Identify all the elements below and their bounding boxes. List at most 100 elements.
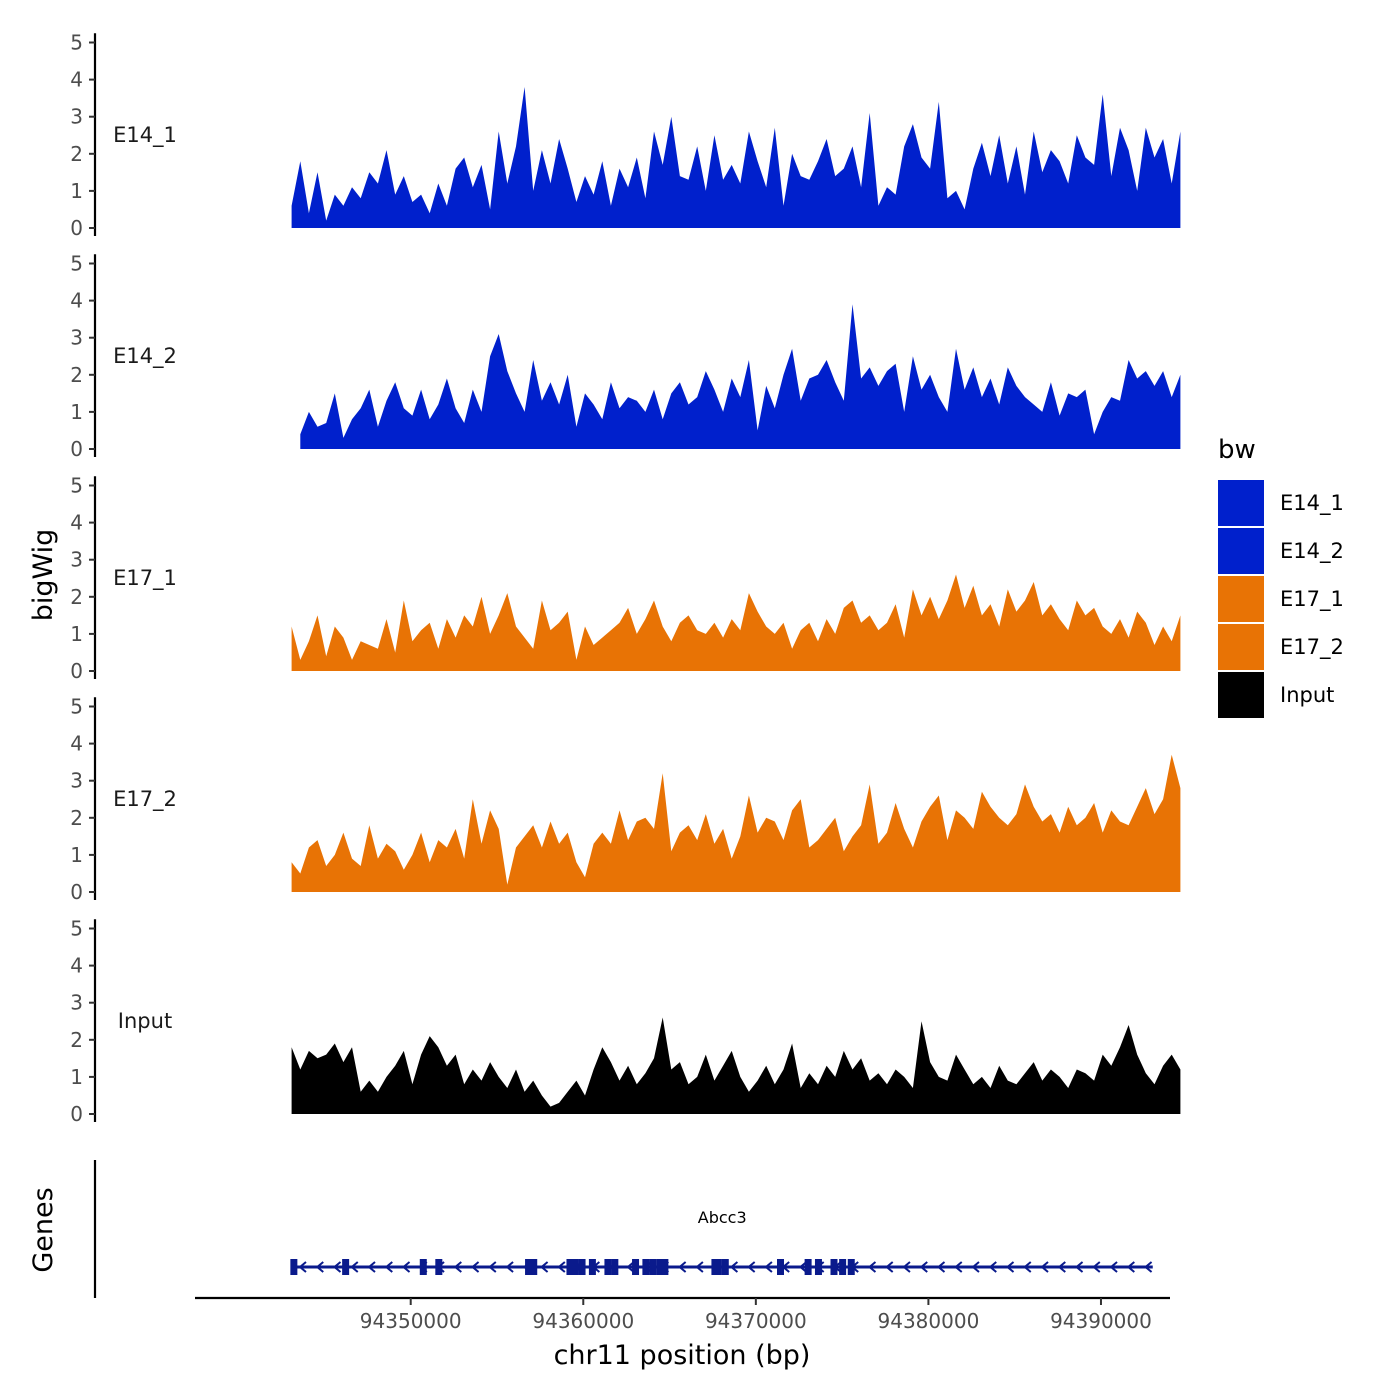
y-tick-label: 1: [70, 843, 83, 867]
strand-arrow: [384, 1261, 393, 1273]
exon: [419, 1259, 427, 1275]
strand-arrow: [1092, 1261, 1101, 1273]
x-tick-label: 94380000: [878, 1309, 980, 1333]
exon: [435, 1259, 443, 1275]
y-tick-label: 2: [70, 585, 83, 609]
strand-arrow: [902, 1261, 911, 1273]
y-tick-label: 3: [70, 548, 83, 572]
strand-arrow: [350, 1261, 359, 1273]
exon: [525, 1259, 533, 1275]
strand-arrow: [1109, 1261, 1118, 1273]
x-tick-label: 94370000: [705, 1309, 807, 1333]
exon: [611, 1259, 619, 1275]
strand-arrow: [505, 1261, 514, 1273]
area-input: [291, 1017, 1181, 1114]
y-tick-label: 3: [70, 105, 83, 129]
strand-arrow: [401, 1261, 411, 1273]
strand-arrow: [798, 1261, 808, 1273]
y-tick-label: 0: [70, 880, 83, 904]
exon: [588, 1259, 596, 1275]
bigwig-tracks: 0 1 2 3 4 5 E14_1 0 1 2 3 4 5 E14_2 0 1 2 3 4 5 E17_1 0 1 2 3 4 5 E…: [70, 31, 1181, 1126]
y-tick-label: 4: [70, 954, 83, 978]
y-tick-label: 3: [70, 769, 83, 793]
y-tick-label: 5: [70, 917, 83, 941]
strand-arrow: [1023, 1261, 1032, 1273]
strand-arrow: [919, 1261, 928, 1273]
gene-track: Abcc3: [93, 1160, 1153, 1298]
legend-swatch-e17_2: [1218, 624, 1264, 670]
y-tick-label: 3: [70, 326, 83, 350]
y-tick-label: 3: [70, 991, 83, 1015]
strand-arrow: [332, 1261, 342, 1273]
exon: [814, 1259, 822, 1275]
legend-label: E14_2: [1280, 539, 1344, 564]
exon: [804, 1259, 812, 1275]
y-tick-label: 5: [70, 252, 83, 276]
strand-arrow: [747, 1261, 756, 1273]
y-tick-label: 5: [70, 31, 83, 55]
y-tick-label: 1: [70, 622, 83, 646]
y-tick-label: 0: [70, 659, 83, 683]
strand-arrow: [678, 1261, 687, 1273]
strand-arrow: [315, 1261, 324, 1273]
exon: [571, 1259, 579, 1275]
exon: [661, 1259, 669, 1275]
x-tick-label: 94360000: [532, 1309, 634, 1333]
y-tick-label: 0: [70, 1102, 83, 1126]
track-e14_2: 0 1 2 3 4 5 E14_2: [70, 252, 1181, 461]
strand-arrow: [557, 1261, 566, 1273]
y-tick-label: 4: [70, 289, 83, 313]
track-label: E14_1: [113, 123, 177, 148]
exon: [656, 1259, 664, 1275]
exon: [839, 1259, 847, 1275]
y-tick-label: 2: [70, 1028, 83, 1052]
exon: [642, 1259, 650, 1275]
strand-arrow: [298, 1261, 307, 1273]
track-e17_2: 0 1 2 3 4 5 E17_2: [70, 695, 1181, 904]
strand-arrow: [470, 1261, 480, 1273]
exon: [604, 1259, 612, 1275]
exon: [847, 1259, 855, 1275]
strand-arrow: [626, 1261, 635, 1273]
y-tick-label: 5: [70, 474, 83, 498]
strand-arrow: [764, 1261, 773, 1273]
legend-label: E17_2: [1280, 635, 1344, 660]
legend-label: E17_1: [1280, 587, 1344, 612]
exon: [342, 1259, 350, 1275]
strand-arrow: [488, 1261, 497, 1273]
x-axis-title: chr11 position (bp): [554, 1340, 811, 1371]
exon: [714, 1259, 722, 1275]
area-e17_1: [291, 570, 1181, 671]
track-label: E14_2: [113, 344, 177, 369]
y-tick-label: 2: [70, 142, 83, 166]
y-tick-label: 2: [70, 806, 83, 830]
strand-arrow: [988, 1261, 997, 1273]
track-e17_1: 0 1 2 3 4 5 E17_1: [70, 474, 1181, 683]
strand-arrow: [1040, 1261, 1049, 1273]
track-input: 0 1 2 3 4 5 Input: [70, 917, 1181, 1126]
x-axis: 94350000 94360000 94370000 94380000 94390000: [195, 1296, 1170, 1333]
strand-arrow: [695, 1261, 704, 1273]
exon: [290, 1259, 298, 1275]
gene-label: Abcc3: [698, 1208, 747, 1227]
exon: [649, 1259, 657, 1275]
y-tick-label: 0: [70, 216, 83, 240]
strand-arrow: [453, 1261, 462, 1273]
exon: [530, 1259, 538, 1275]
strand-arrow: [1144, 1261, 1153, 1273]
legend-label: E14_1: [1280, 491, 1344, 516]
exon: [578, 1259, 586, 1275]
strand-arrow: [971, 1261, 980, 1273]
y-tick-label: 4: [70, 511, 83, 535]
area-e17_2: [291, 754, 1181, 892]
legend-title: bw: [1218, 435, 1256, 465]
strand-arrow: [936, 1261, 946, 1273]
exon: [777, 1259, 784, 1275]
strand-arrow: [367, 1261, 376, 1273]
strand-arrow: [1005, 1261, 1015, 1273]
exon: [721, 1259, 729, 1275]
y-axis-title: bigWig: [28, 529, 59, 622]
strand-arrow: [954, 1261, 963, 1273]
exon: [830, 1259, 838, 1275]
